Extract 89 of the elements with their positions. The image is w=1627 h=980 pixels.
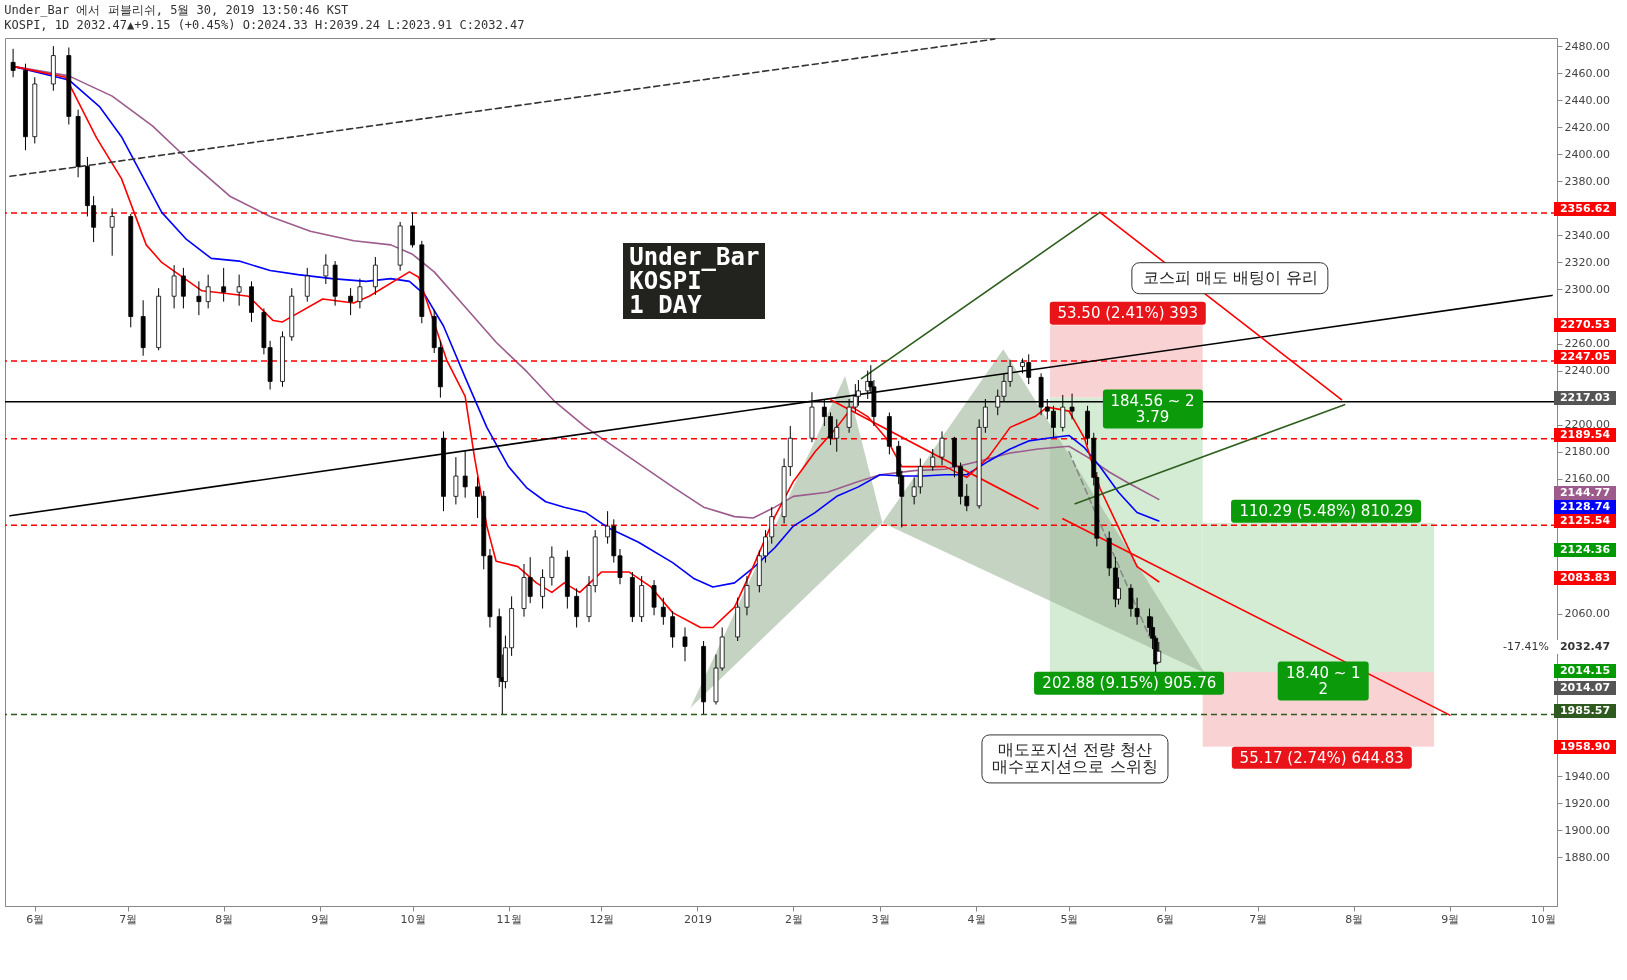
text: 2032.47 (1554, 640, 1616, 655)
candlestick (323, 253, 329, 285)
ref-line-label: 2189.54 (1554, 427, 1616, 442)
y-tick-label: 2420.00 (1564, 120, 1610, 134)
candlestick (304, 267, 310, 303)
annotation: -17.41% (1502, 640, 1549, 655)
y-tick-label: 2300.00 (1564, 282, 1610, 296)
text: 2124.36 (1554, 543, 1616, 558)
candlestick (236, 274, 242, 307)
y-tick-label: 2180.00 (1564, 445, 1610, 459)
x-tick-label: 7월 (1249, 912, 1268, 926)
annotation: 202.88 (9.15%) 905.76 (1034, 672, 1225, 695)
chart-title: Under_Bar 에서 퍼블리쉬, 5월 30, 2019 13:50:46 KST (4, 3, 349, 17)
candlestick (540, 568, 545, 610)
candlestick (196, 280, 202, 316)
x-tick-label: 2019 (683, 912, 712, 926)
x-tick-label: 7월 (119, 912, 138, 926)
chart-subtitle: KOSPI, 1D 2032.47▲+9.15 (+0.45%) O:2024.33 H:2039.24 L:2023.91 C:2032.47 (4, 18, 525, 32)
x-tick-label: 10월 (400, 912, 426, 926)
candlestick (109, 207, 115, 257)
text: 2014.07 (1554, 681, 1616, 696)
candlestick (682, 626, 688, 662)
y-tick-label: 2320.00 (1564, 255, 1610, 269)
y-tick-label: 2060.00 (1564, 607, 1610, 621)
annotation: 184.56 ~ 2 3.79 (1102, 389, 1203, 429)
x-tick-label: 3월 (871, 912, 890, 926)
y-tick-label: 2380.00 (1564, 174, 1610, 188)
text: 2144.77 (1554, 485, 1616, 500)
x-tick-label: 10월 (1530, 912, 1556, 926)
annotation: Under_Bar KOSPI 1 DAY (623, 243, 766, 320)
y-tick-label: 1880.00 (1564, 850, 1610, 864)
candlestick (930, 448, 936, 472)
candlestick (221, 267, 227, 303)
y-tick-label: 2460.00 (1564, 66, 1610, 80)
candlestick (939, 430, 945, 466)
candlestick (181, 267, 186, 309)
candlestick (670, 610, 676, 649)
y-tick-label: 2260.00 (1564, 337, 1610, 351)
x-tick-label: 9월 (311, 912, 330, 926)
candlestick (651, 579, 657, 616)
x-tick-label: 4월 (967, 912, 986, 926)
candlestick (410, 211, 415, 249)
ref-line-label: 2125.54 (1554, 514, 1616, 529)
y-tick-label: 2340.00 (1564, 228, 1610, 242)
annotation: 53.50 (2.41%) 393 (1049, 302, 1206, 325)
annotation: 매도포지션 전량 청산 매수포지션으로 스위칭 (981, 734, 1169, 784)
text: 2128.74 (1554, 500, 1616, 515)
candlestick (10, 48, 16, 78)
y-tick-label: 2440.00 (1564, 93, 1610, 107)
x-tick-label: 12월 (589, 912, 615, 926)
ref-line-label: 2247.05 (1554, 350, 1616, 365)
text: 1958.90 (1554, 739, 1616, 754)
candlestick (453, 456, 459, 505)
annotation: 코스피 매도 배팅이 유리 (1131, 262, 1329, 294)
y-tick-label: 2480.00 (1564, 39, 1610, 53)
candlestick (660, 597, 666, 626)
candlestick (348, 287, 353, 316)
x-tick-label: 2월 (784, 912, 803, 926)
annotation: 110.29 (5.48%) 810.29 (1231, 500, 1422, 523)
x-tick-label: 5월 (1060, 912, 1079, 926)
ref-line-label: 1985.57 (1554, 703, 1616, 718)
candlestick (462, 449, 468, 499)
candlestick (171, 264, 177, 309)
text: 2083.83 (1554, 571, 1616, 586)
candlestick (205, 274, 211, 309)
y-tick-label: 2400.00 (1564, 147, 1610, 161)
candlestick (574, 587, 580, 628)
x-tick-label: 9월 (1441, 912, 1460, 926)
candlestick (1156, 641, 1162, 664)
y-tick-label: 1920.00 (1564, 796, 1610, 810)
candlestick (372, 256, 378, 296)
x-tick-label: 6월 (26, 912, 45, 926)
text: 2270.53 (1554, 318, 1616, 333)
ref-line-label: 2217.03 (1554, 390, 1616, 405)
text: 2014.15 (1554, 664, 1616, 679)
annotation: 55.17 (2.74%) 644.83 (1231, 746, 1412, 770)
candlestick (744, 575, 750, 616)
candlestick (549, 545, 555, 587)
annotation: 18.40 ~ 1 2 (1278, 661, 1369, 701)
x-tick-label: 8월 (215, 912, 234, 926)
x-tick-label: 8월 (1345, 912, 1364, 926)
y-tick-label: 2160.00 (1564, 472, 1610, 486)
y-tick-label: 2240.00 (1564, 364, 1610, 378)
y-tick-label: 1940.00 (1564, 769, 1610, 783)
y-tick-label: 1900.00 (1564, 823, 1610, 837)
x-tick-label: 11월 (496, 912, 522, 926)
x-tick-label: 6월 (1156, 912, 1175, 926)
ref-line-label: 2356.62 (1554, 201, 1616, 216)
candlestick (357, 278, 363, 309)
